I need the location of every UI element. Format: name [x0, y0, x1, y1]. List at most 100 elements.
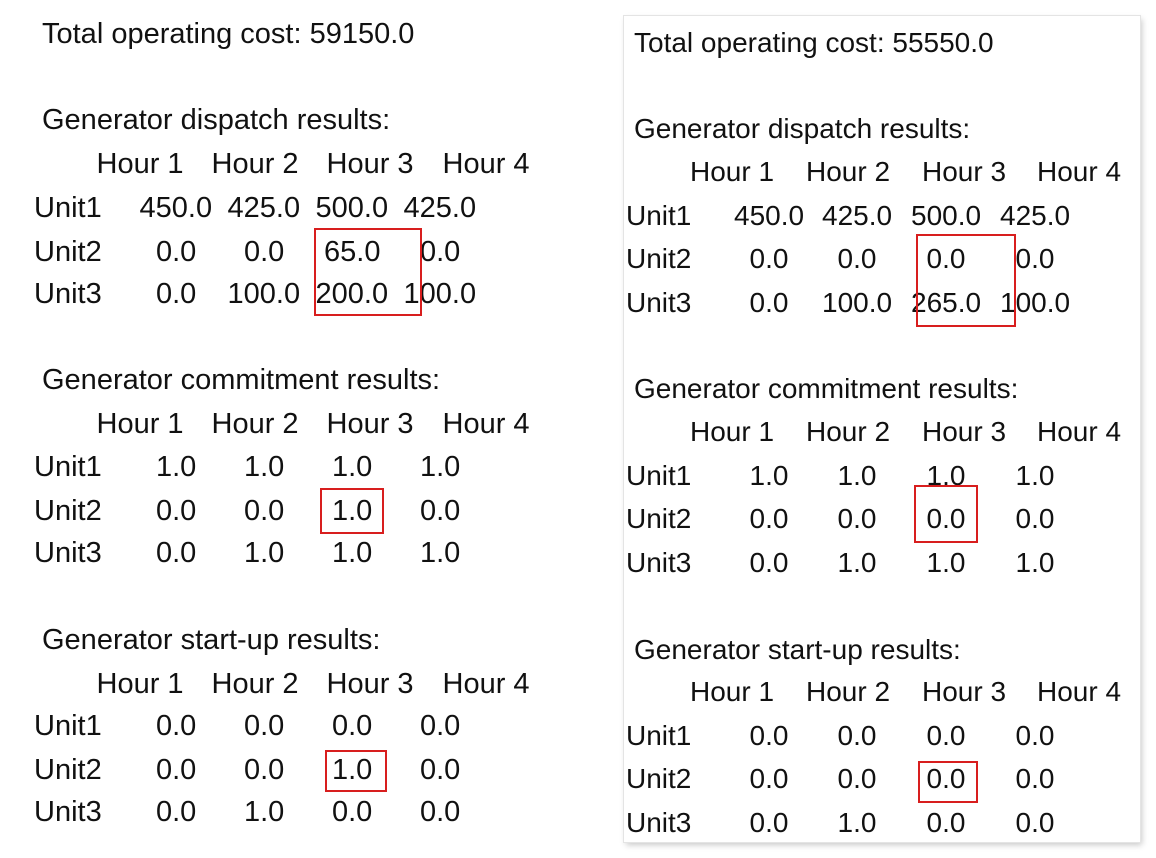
- row-unit-label: Unit2: [626, 763, 692, 794]
- table-cell-value: 0.0: [837, 720, 877, 751]
- row-unit-label: Unit2: [34, 754, 102, 786]
- highlight-box: [314, 228, 422, 316]
- table-cell-value: 0.0: [244, 754, 285, 786]
- column-header: Hour 3: [326, 408, 414, 440]
- table-cell-value: 0.0: [1015, 243, 1055, 274]
- table-cell-value: 1.0: [837, 807, 877, 838]
- highlight-box: [320, 488, 384, 534]
- table-cell-value: 1.0: [332, 451, 373, 483]
- table-cell-value: 1.0: [156, 451, 197, 483]
- table-cell-value: 200.0: [315, 278, 389, 310]
- table-cell-value: 1.0: [926, 460, 966, 491]
- table-cell-value: 0.0: [1015, 807, 1055, 838]
- table-cell-value: 1.0: [837, 460, 877, 491]
- row-unit-label: Unit1: [626, 200, 692, 231]
- table-cell-value: 425.0: [403, 192, 477, 224]
- table-cell-value: 100.0: [403, 278, 477, 310]
- table-cell-value: 0.0: [749, 763, 789, 794]
- table-cell-value: 1.0: [926, 547, 966, 578]
- row-unit-label: Unit3: [626, 547, 692, 578]
- table-cell-value: 0.0: [420, 754, 461, 786]
- table-cell-value: 0.0: [1015, 720, 1055, 751]
- column-header: Hour 1: [690, 416, 775, 447]
- table-cell-value: 1.0: [332, 754, 373, 786]
- table-cell-value: 0.0: [837, 763, 877, 794]
- table-cell-value: 1.0: [332, 495, 373, 527]
- table-cell-value: 0.0: [926, 243, 966, 274]
- table-cell-value: 0.0: [926, 720, 966, 751]
- table-cell-value: 0.0: [749, 243, 789, 274]
- table-cell-value: 450.0: [734, 200, 805, 231]
- section-title: Generator dispatch results:: [42, 104, 391, 136]
- table-cell-value: 0.0: [926, 503, 966, 534]
- table-cell-value: 0.0: [156, 710, 197, 742]
- table-cell-value: 1.0: [244, 796, 285, 828]
- table-cell-value: 1.0: [332, 537, 373, 569]
- row-unit-label: Unit1: [626, 720, 692, 751]
- row-unit-label: Unit3: [34, 537, 102, 569]
- row-unit-label: Unit1: [34, 710, 102, 742]
- column-header: Hour 3: [326, 148, 414, 180]
- table-cell-value: 0.0: [156, 236, 197, 268]
- table-cell-value: 0.0: [749, 807, 789, 838]
- table-cell-value: 0.0: [332, 796, 373, 828]
- row-unit-label: Unit2: [34, 495, 102, 527]
- section-title: Generator commitment results:: [634, 373, 1019, 404]
- table-cell-value: 0.0: [837, 503, 877, 534]
- column-header: Hour 2: [806, 156, 891, 187]
- row-unit-label: Unit2: [34, 236, 102, 268]
- table-cell-value: 65.0: [324, 236, 381, 268]
- column-header: Hour 4: [442, 148, 530, 180]
- table-cell-value: 1.0: [749, 460, 789, 491]
- column-header: Hour 4: [1037, 416, 1122, 447]
- table-cell-value: 425.0: [227, 192, 301, 224]
- table-cell-value: 1.0: [420, 537, 461, 569]
- row-unit-label: Unit1: [626, 460, 692, 491]
- table-cell-value: 0.0: [420, 796, 461, 828]
- table-cell-value: 0.0: [156, 537, 197, 569]
- column-header: Hour 1: [96, 408, 184, 440]
- total-operating-cost: Total operating cost: 55550.0: [634, 27, 994, 58]
- table-cell-value: 265.0: [911, 287, 982, 318]
- table-cell-value: 0.0: [837, 243, 877, 274]
- section-title: Generator start-up results:: [634, 634, 961, 665]
- table-cell-value: 1.0: [1015, 460, 1055, 491]
- column-header: Hour 2: [211, 408, 299, 440]
- section-title: Generator dispatch results:: [634, 113, 971, 144]
- highlight-box: [916, 234, 1016, 327]
- column-header: Hour 4: [442, 408, 530, 440]
- table-cell-value: 0.0: [244, 495, 285, 527]
- table-cell-value: 0.0: [332, 710, 373, 742]
- table-cell-value: 500.0: [911, 200, 982, 231]
- table-cell-value: 100.0: [227, 278, 301, 310]
- row-unit-label: Unit2: [626, 243, 692, 274]
- row-unit-label: Unit1: [34, 192, 102, 224]
- table-cell-value: 1.0: [420, 451, 461, 483]
- column-header: Hour 2: [211, 148, 299, 180]
- column-header: Hour 2: [806, 416, 891, 447]
- column-header: Hour 3: [326, 668, 414, 700]
- column-header: Hour 2: [806, 676, 891, 707]
- table-cell-value: 0.0: [1015, 503, 1055, 534]
- table-cell-value: 0.0: [749, 547, 789, 578]
- table-cell-value: 0.0: [749, 720, 789, 751]
- table-cell-value: 450.0: [139, 192, 213, 224]
- table-cell-value: 0.0: [926, 763, 966, 794]
- row-unit-label: Unit1: [34, 451, 102, 483]
- table-cell-value: 0.0: [420, 236, 461, 268]
- table-cell-value: 0.0: [244, 236, 285, 268]
- table-cell-value: 1.0: [244, 451, 285, 483]
- column-header: Hour 1: [690, 676, 775, 707]
- row-unit-label: Unit2: [626, 503, 692, 534]
- column-header: Hour 1: [96, 668, 184, 700]
- column-header: Hour 2: [211, 668, 299, 700]
- row-unit-label: Unit3: [34, 278, 102, 310]
- table-cell-value: 0.0: [156, 278, 197, 310]
- table-cell-value: 0.0: [420, 710, 461, 742]
- table-cell-value: 425.0: [1000, 200, 1071, 231]
- row-unit-label: Unit3: [626, 287, 692, 318]
- row-unit-label: Unit3: [34, 796, 102, 828]
- column-header: Hour 4: [442, 668, 530, 700]
- table-cell-value: 0.0: [156, 754, 197, 786]
- column-header: Hour 1: [96, 148, 184, 180]
